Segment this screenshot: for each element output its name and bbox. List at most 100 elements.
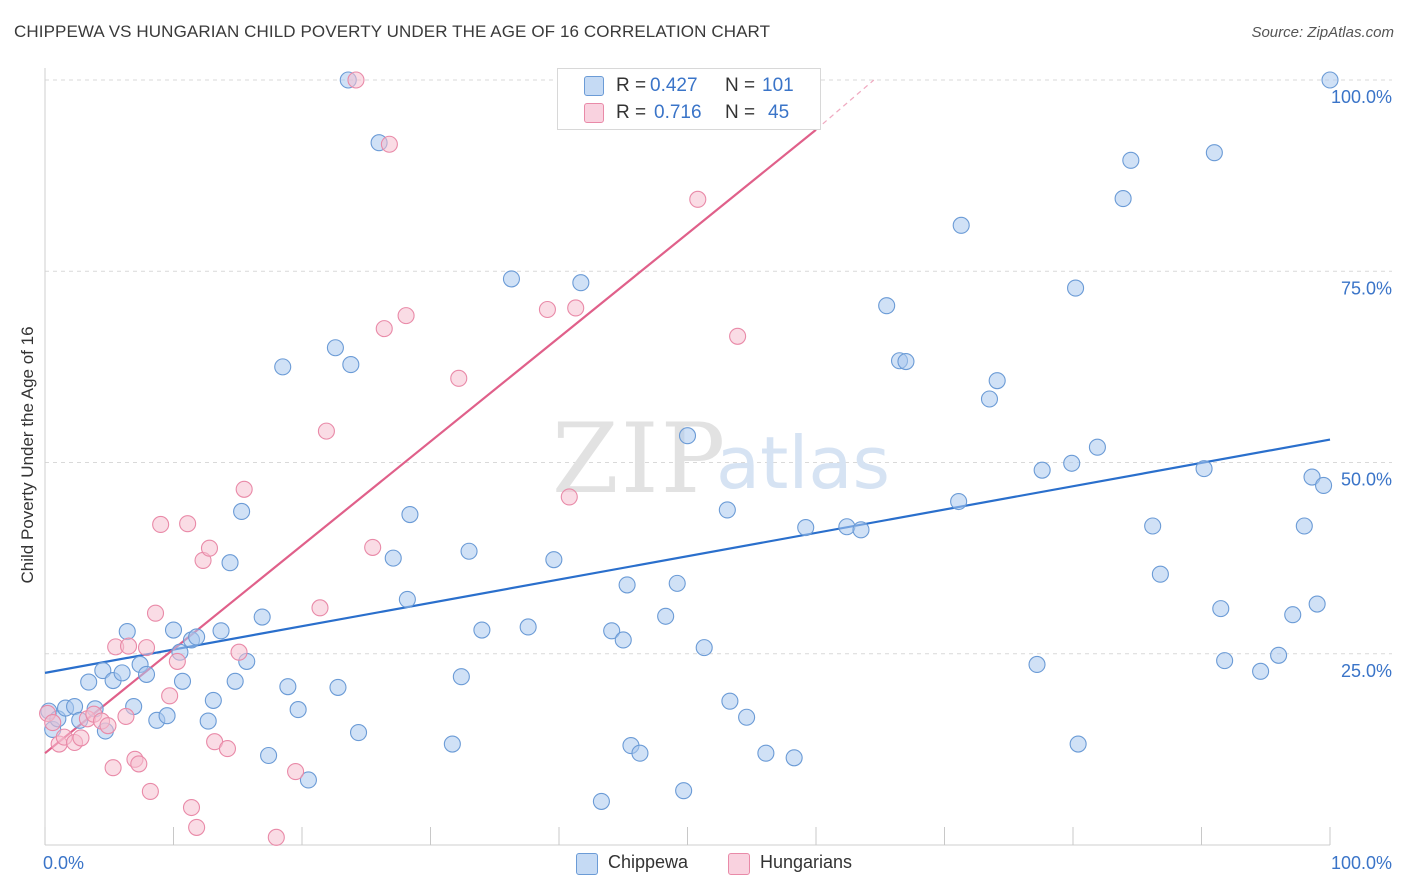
hungarians-point: [104, 759, 122, 777]
hungarians-point: [729, 327, 747, 345]
chippewa-point: [204, 691, 222, 709]
chippewa-point: [113, 664, 131, 682]
chippewa-point: [452, 668, 470, 686]
chippewa-point: [614, 631, 632, 649]
chippewa-point: [1144, 517, 1162, 535]
chippewa-point: [1122, 151, 1140, 169]
hungarians-point: [450, 369, 468, 387]
chippewa-point: [1303, 468, 1321, 486]
hungarians-point: [117, 707, 135, 726]
hungarians-point: [311, 599, 329, 617]
chippewa-point: [618, 576, 636, 594]
chippewa-point: [952, 216, 970, 234]
hungarians-point: [560, 488, 578, 506]
chippewa-point: [1063, 454, 1081, 472]
chippewa-swatch: [584, 76, 604, 96]
chippewa-point: [592, 792, 610, 810]
chippewa-point: [299, 771, 317, 789]
hungarians-point: [44, 714, 62, 732]
chippewa-point: [897, 352, 915, 371]
hungarians-point: [218, 740, 237, 758]
chippewa-point: [545, 551, 563, 569]
correlation-legend: R = 0.427 N = 101 R = 0.716 N = 45: [557, 68, 821, 130]
chippewa-point: [1088, 438, 1106, 456]
legend-n-label: N =: [725, 102, 756, 123]
chippewa-point: [384, 549, 402, 567]
chippewa-point: [212, 622, 230, 640]
watermark: ZIP atlas: [552, 403, 890, 515]
hungarians-point: [538, 300, 556, 319]
chippewa-point: [950, 492, 968, 511]
chippewa-point: [260, 746, 278, 765]
x-tick-label: 0.0%: [43, 853, 84, 873]
chippewa-point: [878, 297, 896, 315]
chippewa-point: [398, 590, 416, 608]
chippewa-point: [572, 274, 590, 292]
hungarians-point: [230, 643, 248, 661]
chippewa-point: [1033, 461, 1051, 479]
chippewa-point: [137, 665, 156, 683]
hungarians-point: [161, 687, 179, 705]
chippewa-point: [473, 621, 491, 639]
chippewa-point: [1114, 190, 1132, 208]
y-tick-label: 100.0%: [1331, 87, 1392, 107]
chippewa-point: [668, 574, 686, 592]
chippewa-point: [502, 270, 521, 288]
chippewa-point: [326, 339, 344, 357]
chippewa-point: [657, 607, 675, 625]
chippewa-point: [1308, 595, 1326, 613]
chippewa-point: [980, 390, 999, 408]
legend-label: Hungarians: [760, 852, 853, 872]
trend-line-chippewa: [44, 438, 1331, 674]
chippewa-point: [1067, 279, 1085, 297]
hungarians-point: [152, 515, 170, 534]
y-tick-label: 75.0%: [1341, 278, 1392, 298]
y-tick-label: 25.0%: [1341, 661, 1392, 681]
source-credit: Source: ZipAtlas.com: [1251, 24, 1394, 41]
chippewa-point: [221, 554, 239, 572]
chippewa-point: [797, 518, 815, 537]
chippewa-point: [118, 623, 136, 641]
chippewa-point: [233, 502, 251, 521]
trend-line-hungarians-extension: [815, 79, 875, 131]
chippewa-point: [695, 639, 713, 657]
hungarians-point: [235, 480, 253, 498]
hungarians-point: [179, 515, 197, 533]
hungarians-point: [182, 798, 201, 817]
chippewa-swatch: [576, 853, 598, 875]
chippewa-point: [226, 672, 244, 690]
hungarians-point: [119, 637, 138, 655]
hungarians-point: [72, 729, 90, 747]
chippewa-point: [721, 692, 739, 710]
chippewa-point: [852, 521, 870, 539]
legend-n-label: N =: [725, 75, 756, 96]
hungarians-point: [168, 652, 186, 670]
chippewa-point: [342, 356, 360, 374]
chippewa-point: [1295, 517, 1313, 535]
hungarians-point: [567, 299, 585, 317]
chippewa-point: [678, 427, 697, 445]
chippewa-point: [785, 749, 803, 767]
legend-n-value: 45: [768, 102, 790, 123]
chippewa-point: [401, 505, 419, 524]
hungarians-point: [99, 717, 117, 735]
chippewa-point: [279, 678, 297, 696]
legend-r-label: R =: [616, 102, 647, 123]
hungarians-point: [397, 307, 415, 325]
chippewa-point: [329, 678, 347, 696]
chippewa-point: [349, 723, 368, 742]
hungarians-point: [137, 639, 156, 657]
chippewa-point: [1270, 646, 1288, 664]
hungarians-swatch: [728, 853, 750, 875]
hungarians-point: [188, 818, 206, 836]
series-legend: Chippewa Hungarians: [0, 851, 1406, 877]
hungarians-point: [141, 782, 159, 801]
chippewa-point: [460, 542, 478, 560]
hungarians-point: [130, 755, 148, 773]
hungarians-point: [347, 71, 365, 89]
chippewa-point: [173, 672, 192, 690]
chippewa-point: [1284, 606, 1302, 624]
hungarians-point: [146, 604, 165, 622]
legend-r-label: R =: [616, 75, 647, 96]
